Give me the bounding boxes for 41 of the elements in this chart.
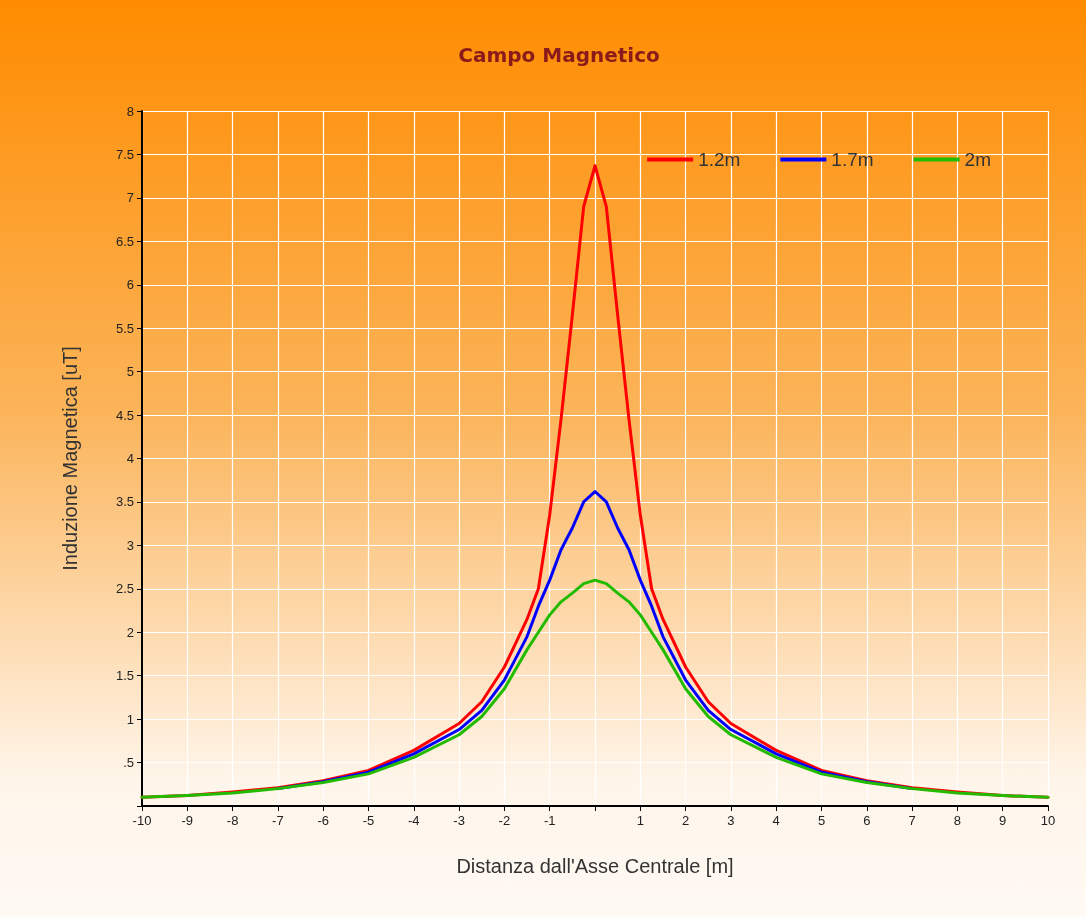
y-tick-label: 3.5	[115, 494, 134, 510]
x-tick-label: 2	[681, 813, 690, 828]
line-series	[140, 578, 1050, 799]
y-tick-label: 2.5	[115, 581, 134, 597]
x-tick-label: -1	[543, 813, 556, 828]
x-tick-label: 7	[908, 813, 916, 828]
x-tick-label: -2	[498, 813, 511, 828]
x-tick-label: -9	[181, 813, 194, 828]
y-tick-label: 4.5	[115, 407, 134, 423]
y-tick-label: 2	[126, 624, 134, 640]
y-tick-label: 6.5	[115, 233, 134, 249]
x-tick-label: 8	[953, 813, 962, 828]
y-tick-label: 8	[126, 103, 134, 119]
x-tick-label: 4	[772, 813, 780, 828]
x-tick-label: 6	[863, 813, 871, 828]
y-tick-label: 5.5	[115, 320, 134, 336]
y-tick-label: 7	[126, 190, 134, 206]
x-tick-label: -8	[226, 813, 239, 828]
y-tick-label: 1	[126, 711, 134, 727]
x-tick-label: 10	[1040, 813, 1056, 828]
x-tick-label: -4	[408, 813, 420, 828]
x-tick-label: 3	[727, 813, 735, 828]
x-tick-label: -7	[272, 813, 284, 828]
x-tick-label: -5	[362, 813, 375, 828]
y-tick-label: 1.5	[115, 668, 134, 684]
x-tick-label: -6	[317, 813, 329, 828]
y-tick-label: .5	[123, 755, 134, 771]
y-axis-title: Induzione Magnetica [uT]	[59, 346, 81, 571]
y-tick-label: 3	[126, 537, 134, 553]
chart-title: Campo Magnetico	[458, 43, 660, 67]
x-tick-label: 5	[817, 813, 826, 828]
x-tick-label: 9	[999, 813, 1007, 828]
x-tick-label: -10	[132, 813, 152, 828]
legend-label: 2m	[964, 149, 992, 170]
x-tick-label: 1	[636, 813, 644, 828]
x-axis-title: Distanza dall'Asse Centrale [m]	[456, 855, 734, 877]
x-tick-label: -3	[453, 813, 465, 828]
y-tick-label: 5	[126, 364, 134, 380]
y-tick-label: 4	[126, 451, 134, 466]
y-tick-label: 7.5	[115, 146, 134, 162]
y-tick-label: 6	[126, 277, 134, 293]
